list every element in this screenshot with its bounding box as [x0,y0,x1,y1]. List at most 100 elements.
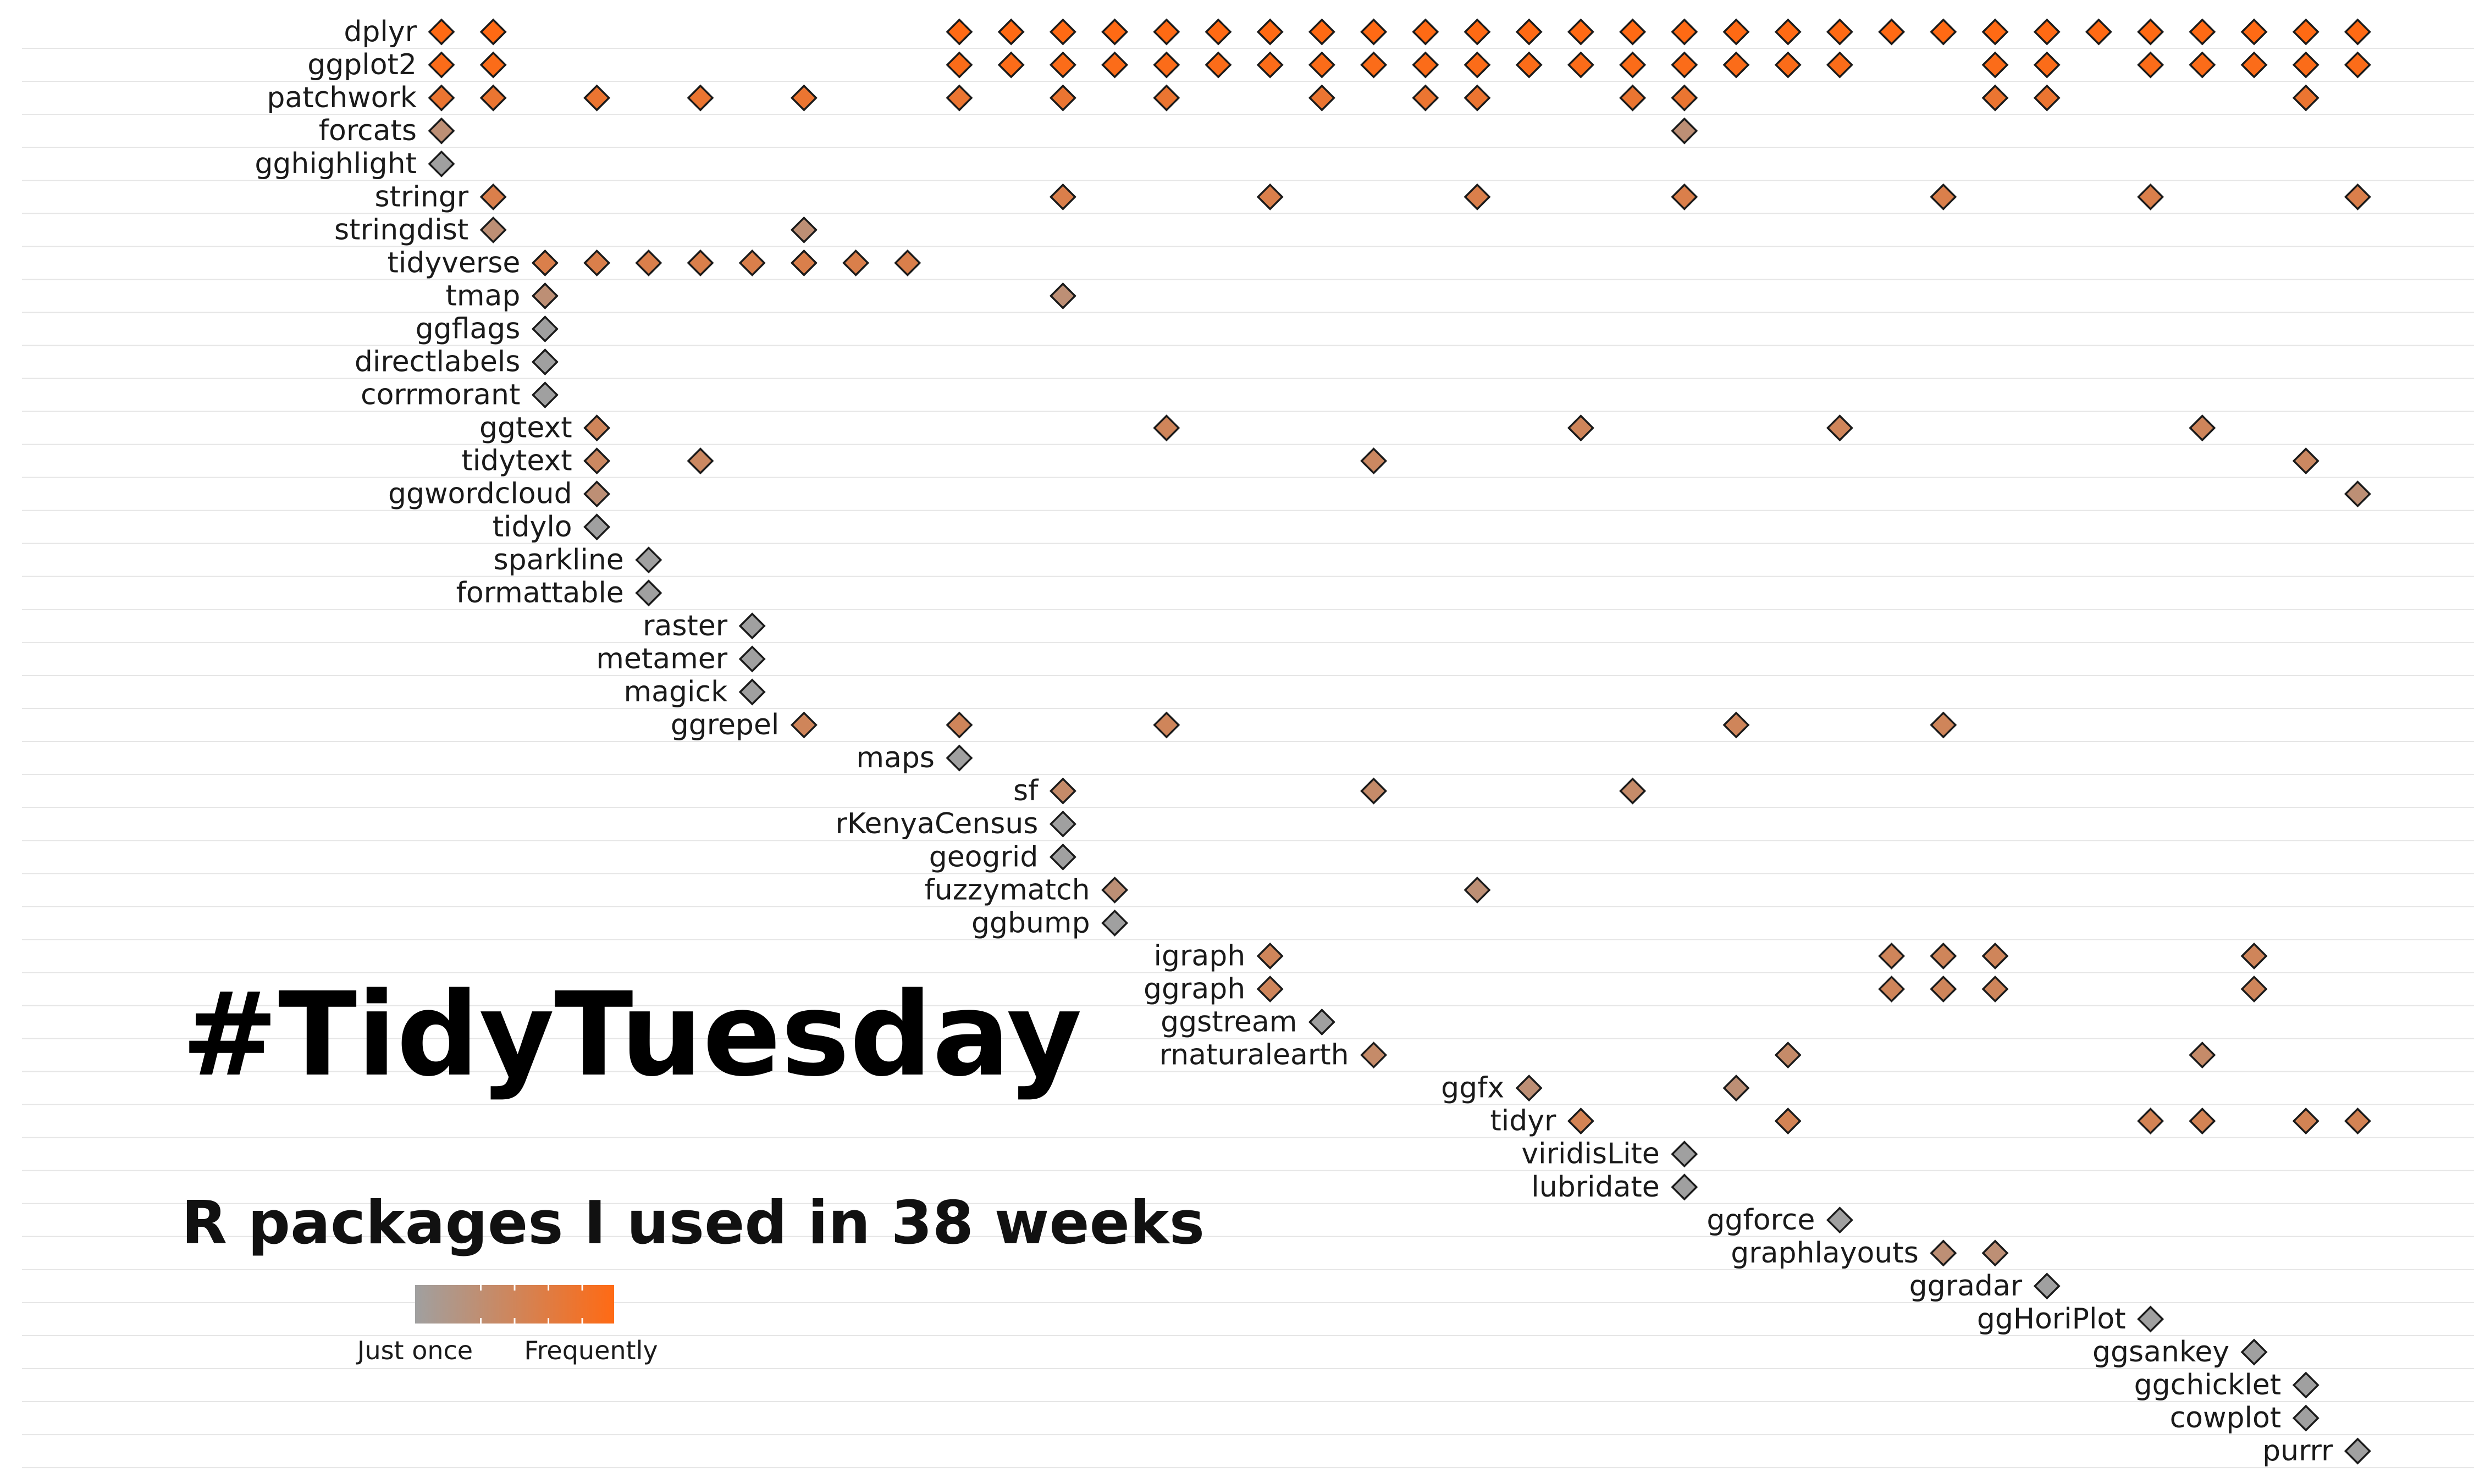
marker-tidyverse-week-8 [790,249,818,276]
package-label-forcats: forcats [319,114,417,147]
marker-igraph-week-29 [1878,942,1906,970]
marker-dplyr-week-30 [1930,18,1957,46]
marker-tidyr-week-37 [2292,1108,2320,1135]
marker-ggrepel-week-26 [1722,711,1750,739]
marker-ggplot2-week-38 [2344,51,2371,79]
marker-tidyverse-week-6 [687,249,714,276]
package-label-tidylo: tidylo [493,511,572,544]
marker-stringr-week-30 [1930,183,1957,211]
marker-dplyr-week-38 [2344,18,2371,46]
marker-forcats-week-1 [428,117,455,145]
marker-dplyr-week-16 [1205,18,1232,46]
marker-tmap-week-13 [1049,282,1076,309]
marker-fuzzymatch-week-21 [1464,876,1491,904]
marker-dplyr-week-19 [1360,18,1388,46]
marker-ggplot2-week-35 [2189,51,2216,79]
marker-ggraph-week-30 [1930,975,1957,1003]
marker-stringdist-week-2 [479,216,507,243]
marker-sf-week-13 [1049,777,1076,805]
package-label-magick: magick [624,675,728,708]
marker-ggplot2-week-23 [1567,51,1594,79]
marker-ggplot2-week-34 [2137,51,2164,79]
package-label-graphlayouts: graphlayouts [1731,1237,1919,1270]
marker-patchwork-week-13 [1049,84,1076,112]
marker-rnaturalearth-week-27 [1774,1042,1802,1069]
marker-tidyr-week-23 [1567,1108,1594,1135]
marker-formattable-week-5 [635,579,662,607]
marks [428,18,2371,1465]
package-label-rnaturalearth: rnaturalearth [1159,1039,1349,1072]
marker-ggstream-week-18 [1308,1009,1335,1036]
marker-ggrepel-week-15 [1153,711,1180,739]
package-label-ggstream: ggstream [1161,1006,1297,1039]
marker-igraph-week-36 [2240,942,2268,970]
marker-tidyverse-week-5 [635,249,662,276]
marker-dplyr-week-26 [1722,18,1750,46]
marker-tidyverse-week-9 [842,249,870,276]
marker-ggraph-week-29 [1878,975,1906,1003]
marker-dplyr-week-18 [1308,18,1335,46]
package-label-rKenyaCensus: rKenyaCensus [836,807,1039,840]
marker-ggraph-week-17 [1256,975,1284,1003]
marker-ggplot2-week-21 [1464,51,1491,79]
marker-ggplot2-week-11 [946,51,973,79]
marker-corrmorant-week-3 [531,381,559,409]
marker-ggplot2-week-27 [1774,51,1802,79]
marker-ggplot2-week-14 [1101,51,1129,79]
marker-igraph-week-30 [1930,942,1957,970]
marker-ggfx-week-26 [1722,1075,1750,1102]
marker-geogrid-week-13 [1049,843,1076,871]
marker-ggraph-week-36 [2240,975,2268,1003]
marker-stringr-week-2 [479,183,507,211]
marker-tidyr-week-27 [1774,1108,1802,1135]
marker-stringr-week-38 [2344,183,2371,211]
marker-dplyr-week-12 [997,18,1025,46]
marker-ggforce-week-28 [1826,1206,1853,1234]
marker-stringr-week-34 [2137,183,2164,211]
marker-tidytext-week-6 [687,447,714,475]
package-label-lubridate: lubridate [1531,1171,1660,1204]
package-label-fuzzymatch: fuzzymatch [925,873,1090,906]
marker-stringdist-week-8 [790,216,818,243]
marker-tidyr-week-38 [2344,1108,2371,1135]
marker-dplyr-week-33 [2085,18,2112,46]
legend-ticks [479,1285,583,1324]
marker-ggraph-week-31 [1981,975,2009,1003]
marker-ggtext-week-4 [583,414,611,442]
marker-dplyr-week-36 [2240,18,2268,46]
marker-viridisLite-week-25 [1671,1140,1698,1168]
marker-ggplot2-week-19 [1360,51,1388,79]
marker-dplyr-week-1 [428,18,455,46]
package-label-cowplot: cowplot [2170,1402,2282,1435]
package-label-corrmorant: corrmorant [361,379,520,412]
package-label-directlabels: directlabels [355,346,521,379]
marker-forcats-week-25 [1671,117,1698,145]
marker-patchwork-week-37 [2292,84,2320,112]
package-label-maps: maps [856,741,935,774]
marker-tidyr-week-35 [2189,1108,2216,1135]
marker-ggplot2-week-26 [1722,51,1750,79]
marker-ggplot2-week-18 [1308,51,1335,79]
marker-ggplot2-week-1 [428,51,455,79]
package-label-tidyverse: tidyverse [388,246,521,279]
legend-colorbar [415,1285,614,1324]
marker-purrr-week-38 [2344,1437,2371,1465]
package-label-raster: raster [643,610,728,643]
marker-tidyverse-week-10 [894,249,921,276]
marker-dplyr-week-13 [1049,18,1076,46]
marker-sf-week-24 [1619,777,1647,805]
marker-sf-week-19 [1360,777,1388,805]
grid [22,48,2474,1469]
marker-ggplot2-week-12 [997,51,1025,79]
package-label-ggsankey: ggsankey [2092,1336,2229,1369]
marker-ggplot2-week-25 [1671,51,1698,79]
package-labels: dplyrggplot2patchworkforcatsgghighlights… [255,15,2333,1468]
marker-dplyr-week-2 [479,18,507,46]
marker-dplyr-week-23 [1567,18,1594,46]
marker-stringr-week-13 [1049,183,1076,211]
marker-ggplot2-week-13 [1049,51,1076,79]
marker-ggchicklet-week-37 [2292,1371,2320,1399]
package-label-dplyr: dplyr [344,15,417,48]
marker-lubridate-week-25 [1671,1173,1698,1201]
marker-ggbump-week-14 [1101,909,1129,937]
